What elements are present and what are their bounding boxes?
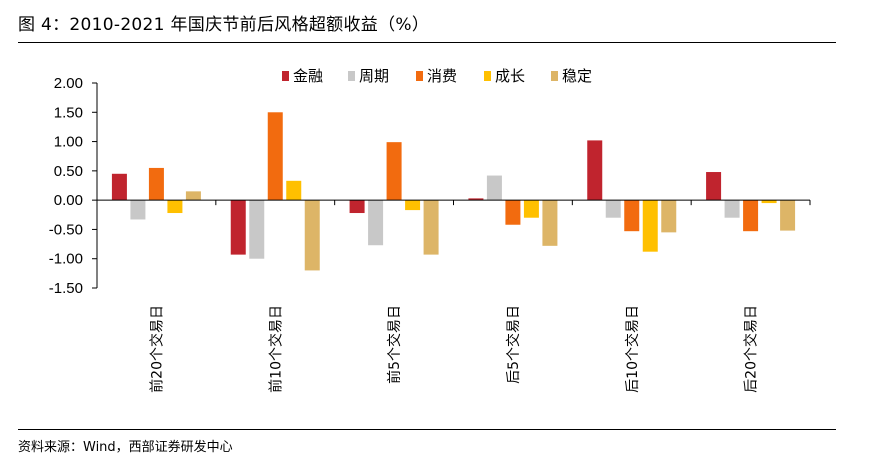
y-axis: 2.00 1.50 1.00 0.50 0.00 -0.50 -1.00 -1.50	[49, 75, 98, 297]
top-rule	[18, 42, 836, 43]
bar-周期-后10个交易日	[605, 200, 621, 218]
category-label: 前5个交易日	[386, 305, 403, 384]
bar-消费-后5个交易日	[505, 200, 521, 225]
legend-label: 周期	[359, 67, 389, 85]
y-tick-label: 0.00	[54, 192, 83, 209]
bar-成长-前10个交易日	[286, 180, 302, 201]
bar-稳定-后20个交易日	[780, 200, 796, 231]
bar-周期-后20个交易日	[724, 200, 740, 218]
source-note: 资料来源：Wind，西部证券研发中心	[18, 440, 233, 455]
bar-周期-后5个交易日	[486, 175, 502, 201]
bar-稳定-后5个交易日	[542, 200, 558, 246]
y-tick-label: -1.50	[49, 280, 83, 297]
y-tick-label: 1.50	[54, 104, 83, 121]
x-axis	[97, 199, 811, 206]
category-label: 前10个交易日	[267, 305, 284, 393]
bar-金融-前20个交易日	[111, 173, 127, 201]
category-label: 后10个交易日	[624, 305, 641, 393]
bar-消费-后20个交易日	[743, 200, 759, 232]
bar-金融-前10个交易日	[230, 200, 246, 255]
bar-稳定-后10个交易日	[661, 200, 677, 233]
category-label: 后20个交易日	[743, 305, 760, 393]
bar-成长-后5个交易日	[523, 200, 539, 218]
bar-稳定-前5个交易日	[423, 200, 439, 255]
bar-成长-前20个交易日	[167, 200, 183, 214]
bar-金融-前5个交易日	[349, 200, 365, 214]
legend-swatch	[282, 71, 289, 81]
legend-swatch	[484, 71, 491, 81]
bar-金融-后5个交易日	[468, 198, 484, 201]
bar-周期-前5个交易日	[368, 200, 384, 246]
category-label: 后5个交易日	[505, 305, 522, 384]
y-tick-label: -0.50	[49, 221, 83, 238]
y-tick-label: 2.00	[54, 75, 83, 92]
y-tick-label: 1.00	[54, 134, 83, 151]
y-tick-label: -1.00	[49, 251, 83, 268]
bar-成长-后20个交易日	[761, 200, 777, 204]
bottom-rule	[18, 429, 836, 430]
category-label: 前20个交易日	[148, 305, 165, 393]
legend-label: 消费	[427, 67, 457, 85]
legend-label: 金融	[293, 67, 323, 85]
bar-消费-前5个交易日	[386, 142, 402, 201]
bar-周期-前20个交易日	[130, 200, 146, 220]
bar-金融-后10个交易日	[587, 140, 603, 201]
chart-title: 图 4：2010-2021 年国庆节前后风格超额收益（%）	[18, 15, 430, 35]
bar-成长-前5个交易日	[405, 200, 421, 211]
legend-label: 稳定	[562, 67, 592, 85]
legend-label: 成长	[495, 67, 525, 85]
y-tick-label: 0.50	[54, 163, 83, 180]
bar-金融-后20个交易日	[706, 172, 722, 201]
legend-swatch	[416, 71, 423, 81]
legend-swatch	[348, 71, 355, 81]
bar-成长-后10个交易日	[642, 200, 658, 252]
category-labels: 前20个交易日 前10个交易日 前5个交易日 后5个交易日 后10个交易日 后20个交易日	[148, 305, 759, 393]
bar-稳定-前10个交易日	[304, 200, 320, 271]
bar-稳定-前20个交易日	[185, 191, 201, 201]
bar-周期-前10个交易日	[249, 200, 265, 259]
bar-消费-后10个交易日	[624, 200, 640, 232]
legend-swatch	[551, 71, 558, 81]
legend: 金融 周期 消费 成长 稳定	[282, 67, 592, 85]
bars	[111, 112, 796, 271]
bar-消费-前10个交易日	[267, 112, 283, 201]
bar-消费-前20个交易日	[148, 167, 164, 201]
